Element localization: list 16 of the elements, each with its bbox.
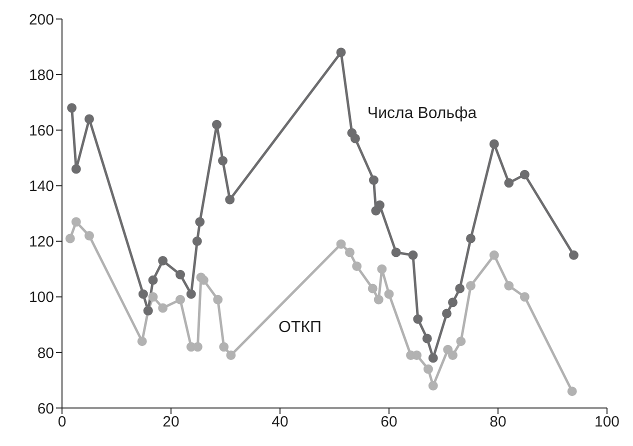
y-tick-label: 180 [28,66,54,84]
x-tick-label: 60 [380,414,398,431]
series-label: ОТКП [278,319,322,338]
series-label: Числа Вольфа [367,105,477,124]
x-tick-label: 80 [490,414,506,431]
y-tick-label: 200 [28,11,54,28]
y-tick-label: 60 [37,400,54,418]
y-tick-label: 160 [28,122,54,140]
y-tick-label: 80 [37,344,54,362]
x-tick-label: 40 [272,414,288,431]
y-tick-label: 140 [28,178,54,196]
x-tick-label: 0 [58,414,66,431]
x-tick-label: 100 [594,414,620,431]
x-tick-label: 20 [162,414,180,431]
y-tick-label: 100 [28,289,54,306]
y-tick-label: 120 [28,234,54,251]
